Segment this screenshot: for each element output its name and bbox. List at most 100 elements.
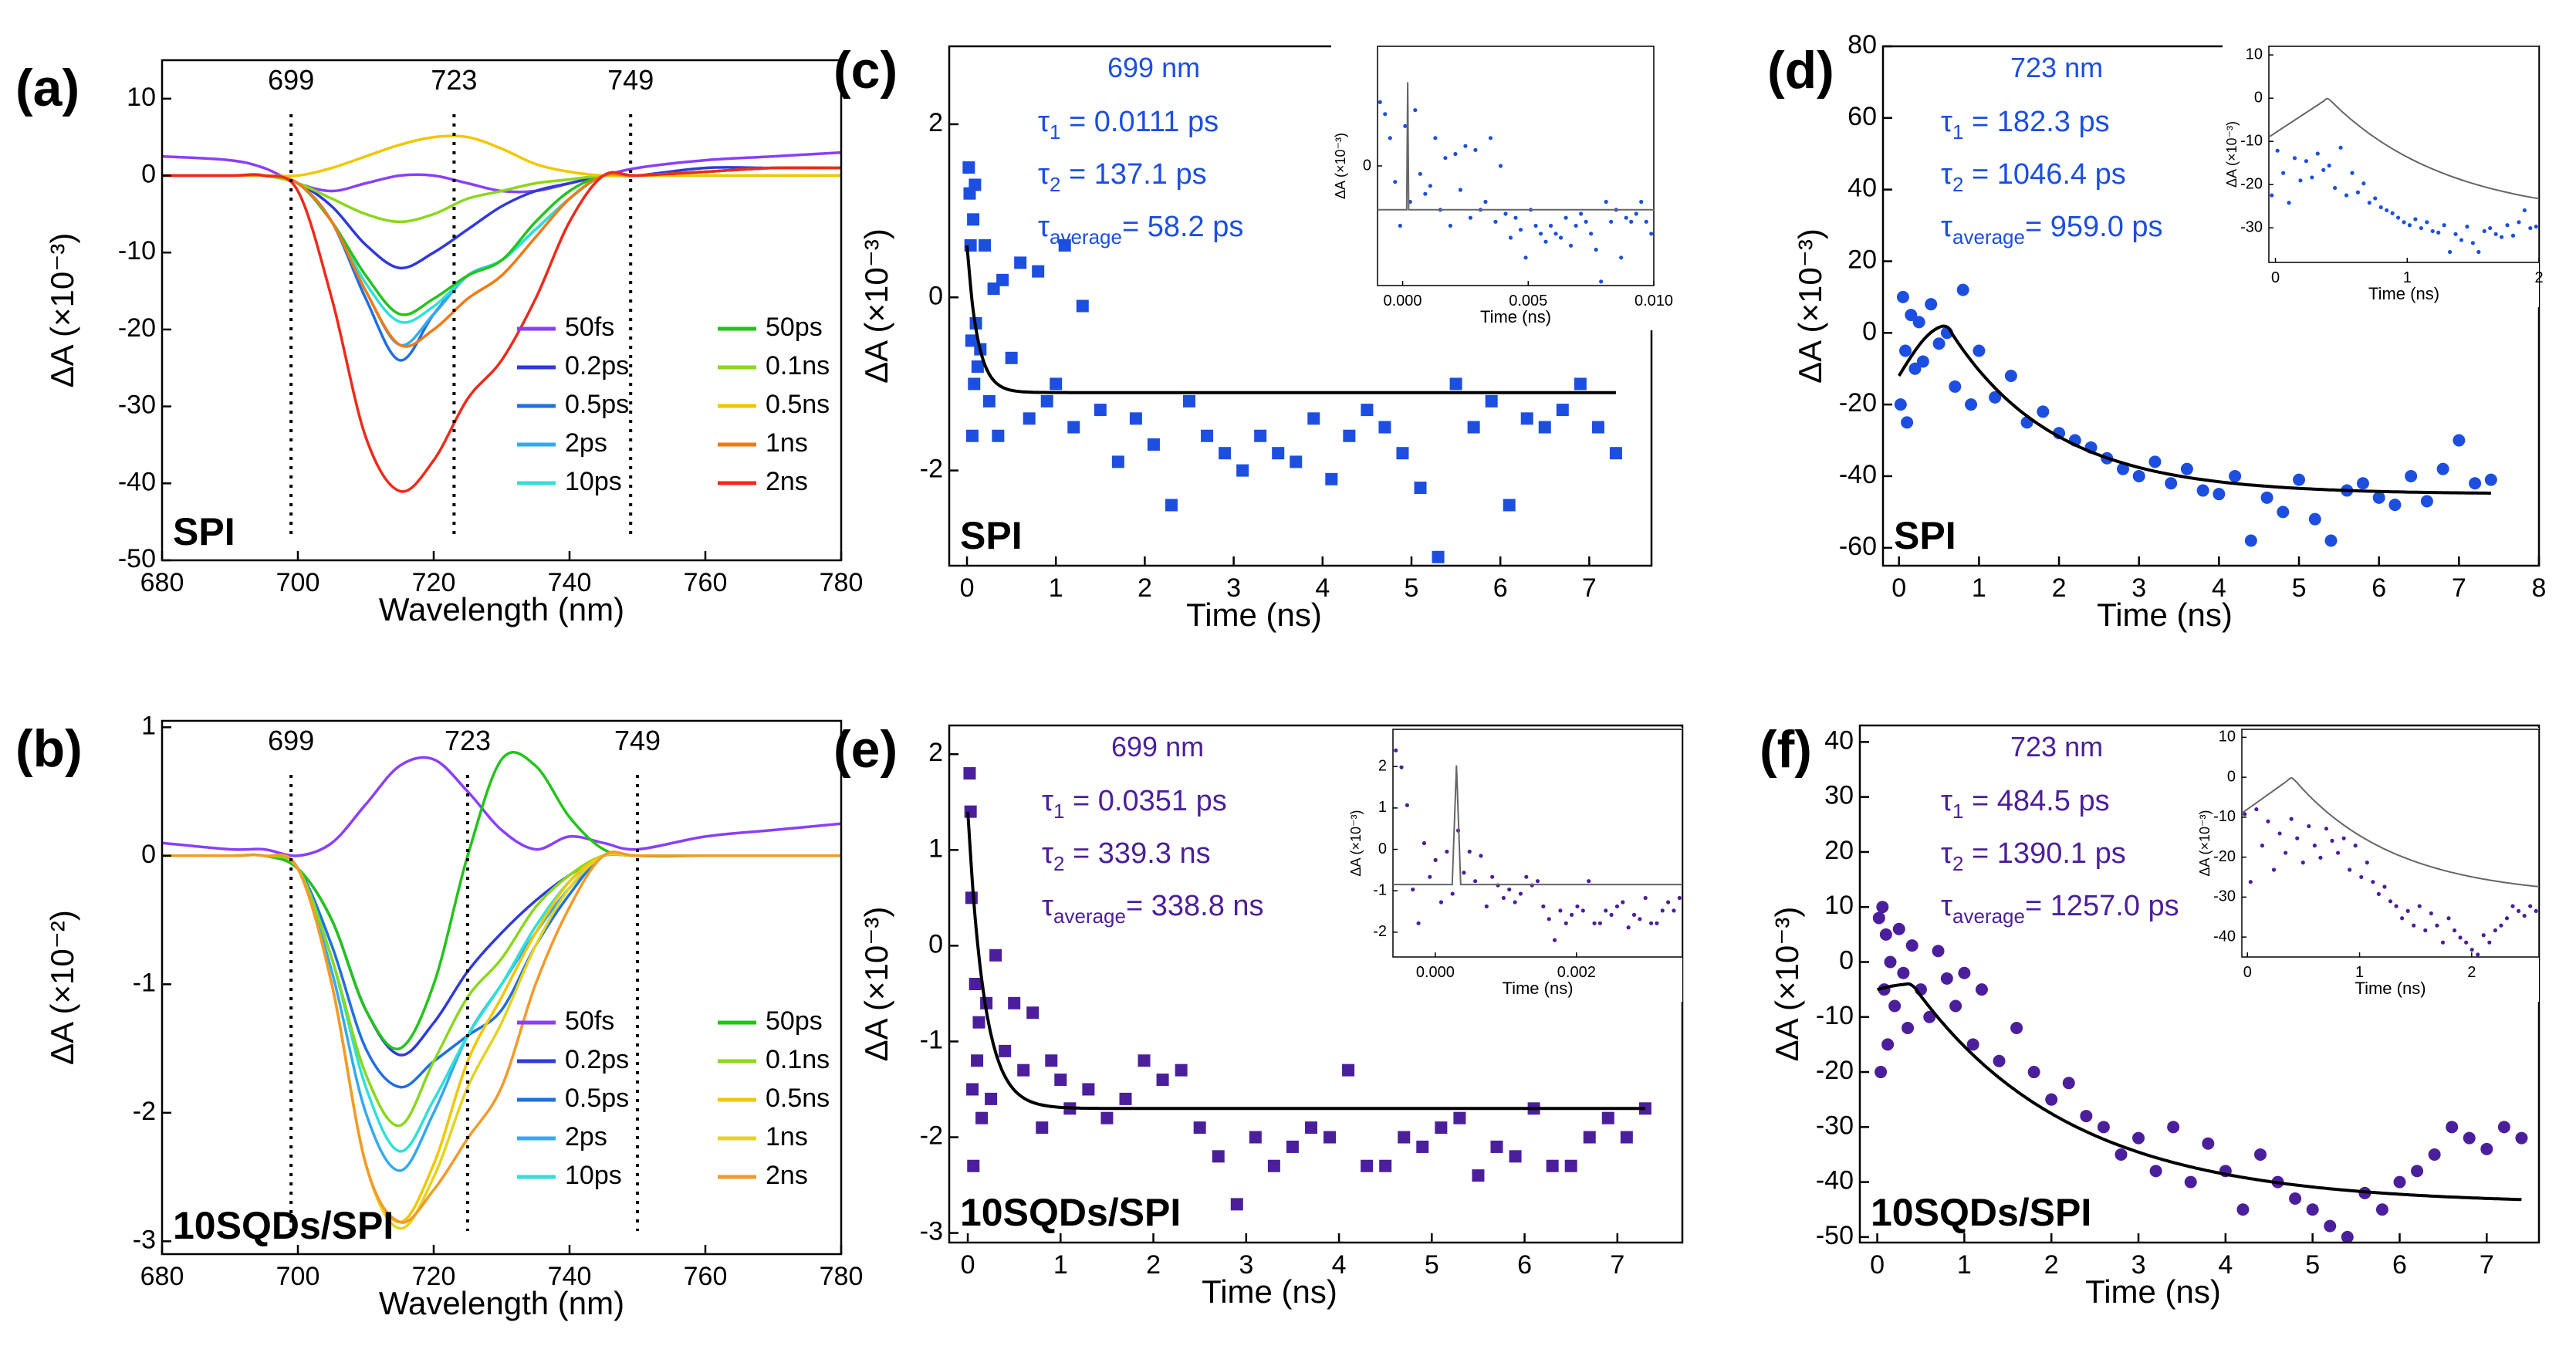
inset-data-point [2344,193,2349,198]
x-tick-label: 740 [548,568,592,597]
data-point [2372,491,2385,504]
y-axis-label: ΔA (×10⁻³) [858,907,894,1062]
data-point [1017,1063,1030,1077]
series-line-0.2ps [162,166,841,269]
tau-value: 959.0 ps [2050,211,2163,243]
inset-data-point [1448,223,1452,228]
inset-data-point [2277,831,2282,836]
legend-label: 0.1ns [766,1045,830,1074]
legend-label: 2ps [565,428,607,458]
tau-equals: = [1963,106,1996,138]
data-point [2484,473,2497,486]
tau-value: 1257.0 ps [2050,890,2179,922]
data-point [996,273,1009,286]
inset: 0 1 2 10 0 -10 -20 -30 Time (ns) ΔA (×10⁻³) [2223,45,2544,307]
data-point [1538,421,1551,434]
inset-y-tick-label: 0 [2227,768,2236,785]
data-point [1094,404,1107,417]
points-group [1872,901,2528,1243]
tau-value: 137.1 ps [1094,158,1207,191]
inset-data-point [2482,228,2486,234]
inset: 0 1 2 10 0 -10 -20 -30 -40 Time (ns) ΔA (×10⁻³) [2196,728,2540,1002]
inset-data-point [2333,185,2338,191]
series-line-2ps [162,166,841,347]
inset-y-tick-label: -1 [1373,881,1387,898]
x-tick-label: 740 [548,1262,592,1291]
inset-y-tick-label: -20 [2213,848,2236,865]
x-tick-label: 760 [684,568,728,597]
fit-curve [966,811,1645,1111]
inset-data-point [2499,923,2503,928]
inset-data-point [1599,279,1604,284]
y-tick-label: 60 [1847,102,1877,131]
inset-data-point [2487,940,2492,945]
inset-x-axis-label: Time (ns) [2368,284,2439,303]
legend-label: 0.5ps [565,1084,629,1113]
data-point [1435,1121,1448,1135]
inset-data-point [1547,917,1551,921]
data-point [1897,966,1910,979]
data-point [963,767,976,780]
data-point [1876,901,1889,914]
y-tick-label: -2 [920,455,943,484]
sample-label: 10SQDs/SPI [960,1191,1181,1234]
data-point [964,805,977,818]
inset-data-point [2429,911,2433,916]
data-point [1249,1131,1262,1144]
y-axis-label: ΔA (×10⁻³) [44,233,80,388]
y-tick-label: -30 [1816,1111,1854,1140]
inset-data-point [1450,891,1455,896]
y-tick-label: 0 [141,840,156,869]
data-point [1183,394,1196,407]
inset-data-point [1422,840,1427,846]
inset-data-point [1569,243,1574,248]
data-point [1905,309,1918,322]
inset-data-point [2395,215,2401,220]
tau-equals: = [1963,785,1996,817]
tau-equals: = [1122,211,1148,243]
data-point [2116,462,2129,475]
inset-data-point [1416,921,1421,925]
x-tick-label: 7 [2452,573,2466,603]
inset-data-point [2275,148,2280,153]
x-tick-label: 4 [2212,573,2226,603]
data-point [1520,412,1533,425]
inset-data-point [1508,235,1513,240]
annotation-wavelength: 699 nm [1107,52,1200,83]
inset-data-point [2385,208,2389,213]
y-tick-label: -3 [133,1225,156,1254]
data-point [965,429,979,442]
data-point [1343,429,1356,442]
inset-data-point [2470,241,2475,245]
inset-data-point [2510,904,2515,908]
data-point [1503,499,1516,512]
inset-x-tick-label: 0.002 [1557,964,1596,981]
inset-data-point [1564,215,1568,220]
y-tick-label: -1 [920,1025,943,1054]
inset-data-point [1383,112,1388,117]
inset-background [1347,728,1682,1002]
data-point [1342,1063,1355,1077]
inset-data-point [1513,900,1517,905]
y-tick-label: -2 [133,1097,156,1126]
tau-symbol: τ [1042,785,1053,817]
inset-data-point [1388,136,1392,140]
data-point [2388,499,2402,512]
inset-data-point [2298,178,2303,183]
tau-subscript: 2 [1053,852,1064,875]
plot-frame [161,59,843,562]
inset-data-point [1631,912,1637,917]
data-point [971,360,984,374]
data-point [989,949,1002,962]
inset-data-point [1558,908,1563,913]
data-point [1912,316,1925,329]
data-point [1323,1131,1337,1144]
inset-data-point [1548,223,1553,228]
data-point [2080,1110,2093,1123]
inset-data-point [2348,867,2352,872]
y-tick-label: -20 [1816,1056,1854,1085]
data-point [1361,1159,1374,1172]
inset-data-point [1523,255,1528,260]
inset-data-point [2371,880,2375,884]
inset-data-point [1643,895,1648,901]
